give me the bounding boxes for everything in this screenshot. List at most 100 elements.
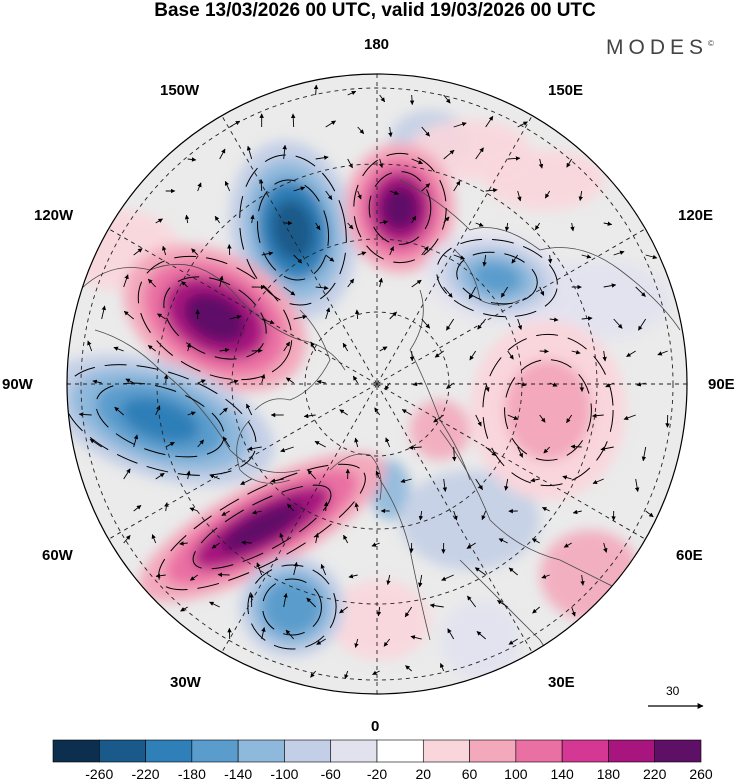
wind-vector xyxy=(517,318,523,331)
wind-vector xyxy=(562,475,572,480)
wind-vector xyxy=(197,182,202,192)
hudson-low-streamline-1 xyxy=(95,382,225,458)
wind-vector xyxy=(189,507,198,512)
wind-vector xyxy=(475,478,483,491)
wind-vector xyxy=(371,542,380,547)
wind-vector xyxy=(635,286,646,297)
wind-vector xyxy=(570,444,582,449)
colorbar-label: -140 xyxy=(224,766,253,782)
siberia-low-streamline-1 xyxy=(456,251,538,305)
wind-vector xyxy=(453,254,466,260)
wind-vector xyxy=(157,313,166,320)
atlantic-low-streamline-1 xyxy=(262,578,322,636)
wind-vector xyxy=(447,628,455,640)
wind-vector xyxy=(580,574,585,586)
wind-vector xyxy=(282,144,287,160)
wind-vector xyxy=(344,670,349,680)
pacific-low-streamline-1 xyxy=(256,179,330,281)
wind-vectors xyxy=(78,84,670,680)
wind-vector xyxy=(229,379,239,384)
graticule xyxy=(67,74,687,694)
wind-vector xyxy=(389,190,399,195)
hudson-low-streamline-2 xyxy=(67,364,257,476)
wind-vector xyxy=(411,158,424,165)
colorbar-bin-10 xyxy=(469,739,517,763)
wind-vector xyxy=(443,149,455,160)
lon-label-30e: 30E xyxy=(548,674,575,691)
eurasia-high-contour-4 xyxy=(521,379,575,441)
wind-vector xyxy=(357,251,367,256)
wind-vector xyxy=(508,638,518,645)
wind-vector xyxy=(563,542,572,548)
wind-vector xyxy=(421,126,430,137)
lon-label-120e: 120E xyxy=(678,207,714,224)
wind-vector xyxy=(354,638,359,648)
wind-vector xyxy=(429,603,444,608)
colorbar-label: 220 xyxy=(643,766,667,782)
wind-vector xyxy=(566,158,573,168)
lon-label-180: 180 xyxy=(364,36,390,53)
wind-vector xyxy=(164,502,169,512)
colorbar-label: 180 xyxy=(596,766,621,782)
wind-vector xyxy=(388,126,393,138)
wind-vector xyxy=(325,190,333,200)
wind-vector xyxy=(578,190,583,202)
brand-text: MODES xyxy=(606,36,709,59)
wind-vector xyxy=(547,254,553,264)
wind-vector xyxy=(310,341,317,352)
wind-vector xyxy=(125,378,134,384)
wind-vector xyxy=(507,414,519,420)
wind-vector xyxy=(113,346,124,352)
wind-vector xyxy=(252,510,262,515)
wind-vector xyxy=(133,434,139,448)
wind-vector xyxy=(375,470,381,480)
wind-vector xyxy=(500,286,509,298)
wind-vector xyxy=(453,180,461,192)
wind-vector xyxy=(163,374,169,384)
modes-logo: MODES© xyxy=(606,36,714,60)
wind-vector xyxy=(485,446,497,457)
wind-vector xyxy=(452,446,457,462)
wind-vector xyxy=(541,574,550,579)
lon-label-30w: 30W xyxy=(170,674,201,691)
wind-vector xyxy=(412,381,422,387)
colorbar-bin-13 xyxy=(608,739,656,763)
wind-vector xyxy=(626,350,636,357)
wind-vector xyxy=(114,406,124,416)
wind-vector xyxy=(497,600,508,608)
wind-vector xyxy=(581,254,592,259)
wind-vector xyxy=(290,113,296,128)
wind-vector xyxy=(543,446,551,454)
wind-vector xyxy=(354,502,359,512)
wind-vector xyxy=(532,606,540,614)
wind-vector xyxy=(315,285,329,291)
wind-vector xyxy=(260,373,266,384)
wind-vector xyxy=(279,532,285,544)
lon-label-150w: 150W xyxy=(160,82,200,99)
wind-vector xyxy=(481,510,487,521)
wind-vector xyxy=(147,278,157,288)
wind-vector xyxy=(434,350,444,358)
wind-vector xyxy=(475,222,484,227)
wind-vector xyxy=(261,627,266,640)
wind-vector xyxy=(123,274,129,288)
colorbar-label: 140 xyxy=(550,766,574,782)
wind-vector xyxy=(123,310,134,320)
wind-vector xyxy=(638,318,647,331)
colorbar-bin-4 xyxy=(191,739,239,763)
hudson-low-contour-4 xyxy=(121,397,199,443)
wind-vector xyxy=(475,147,484,160)
minor-anomaly-4 xyxy=(400,470,540,570)
wind-vector xyxy=(261,251,274,256)
wind-vector xyxy=(410,635,422,640)
wind-vector xyxy=(352,375,359,384)
wind-vector xyxy=(507,350,514,360)
wind-vector xyxy=(147,345,156,352)
wind-vector xyxy=(189,574,198,581)
wind-vector xyxy=(570,222,575,232)
wind-vector xyxy=(603,283,617,288)
wind-vector xyxy=(347,222,354,230)
wind-vector xyxy=(348,573,358,579)
greenland-high-streamline-2 xyxy=(158,463,366,591)
